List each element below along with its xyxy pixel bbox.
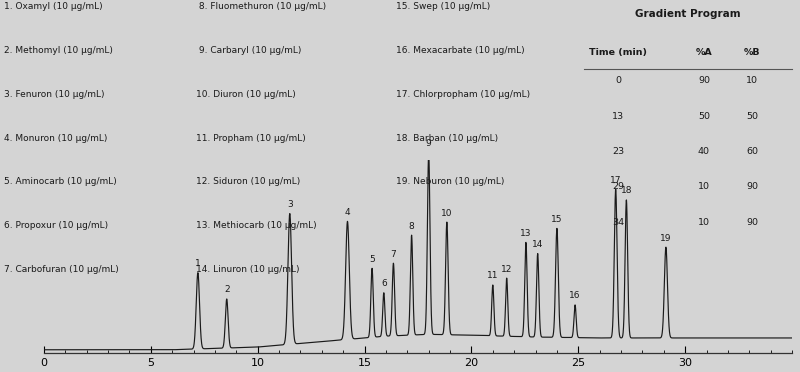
- Text: 4: 4: [345, 208, 350, 217]
- Text: 14. Linuron (10 µg/mL): 14. Linuron (10 µg/mL): [196, 265, 299, 274]
- Text: 8: 8: [409, 222, 414, 231]
- Text: 10. Diuron (10 µg/mL): 10. Diuron (10 µg/mL): [196, 90, 296, 99]
- Text: 17. Chlorpropham (10 µg/mL): 17. Chlorpropham (10 µg/mL): [396, 90, 530, 99]
- Text: 16: 16: [570, 291, 581, 300]
- Text: 10: 10: [441, 209, 453, 218]
- Text: 17: 17: [610, 176, 622, 185]
- Text: 19. Neburon (10 µg/mL): 19. Neburon (10 µg/mL): [396, 177, 504, 186]
- Text: 29: 29: [613, 182, 624, 191]
- Text: 18: 18: [621, 186, 632, 195]
- Text: 18. Barban (10 µg/mL): 18. Barban (10 µg/mL): [396, 134, 498, 142]
- Text: 12. Siduron (10 µg/mL): 12. Siduron (10 µg/mL): [196, 177, 300, 186]
- Text: 13: 13: [612, 112, 625, 121]
- Text: 1. Oxamyl (10 µg/mL): 1. Oxamyl (10 µg/mL): [4, 2, 102, 11]
- Text: 13. Methiocarb (10 µg/mL): 13. Methiocarb (10 µg/mL): [196, 221, 317, 230]
- Text: 23: 23: [612, 147, 625, 156]
- Text: %B: %B: [744, 48, 760, 57]
- Text: 90: 90: [698, 76, 710, 85]
- Text: 10: 10: [698, 218, 710, 227]
- Text: 50: 50: [698, 112, 710, 121]
- Text: 16. Mexacarbate (10 µg/mL): 16. Mexacarbate (10 µg/mL): [396, 46, 525, 55]
- Text: 0: 0: [615, 76, 622, 85]
- Text: 15: 15: [551, 215, 562, 224]
- Text: 11: 11: [487, 272, 498, 280]
- Text: 1: 1: [195, 259, 201, 268]
- Text: 90: 90: [746, 218, 758, 227]
- Text: 90: 90: [746, 182, 758, 191]
- Text: 5: 5: [369, 255, 375, 264]
- Text: 50: 50: [746, 112, 758, 121]
- Text: 2: 2: [224, 285, 230, 295]
- Text: Time (min): Time (min): [590, 48, 647, 57]
- Text: 40: 40: [698, 147, 710, 156]
- Text: 10: 10: [698, 182, 710, 191]
- Text: 3: 3: [287, 200, 293, 209]
- Text: 5. Aminocarb (10 µg/mL): 5. Aminocarb (10 µg/mL): [4, 177, 117, 186]
- Text: %A: %A: [696, 48, 712, 57]
- Text: 6. Propoxur (10 µg/mL): 6. Propoxur (10 µg/mL): [4, 221, 108, 230]
- Text: 15. Swep (10 µg/mL): 15. Swep (10 µg/mL): [396, 2, 490, 11]
- Text: 7: 7: [390, 250, 396, 259]
- Text: 7. Carbofuran (10 µg/mL): 7. Carbofuran (10 µg/mL): [4, 265, 118, 274]
- Text: 34: 34: [612, 218, 625, 227]
- Text: 3. Fenuron (10 µg/mL): 3. Fenuron (10 µg/mL): [4, 90, 105, 99]
- Text: 14: 14: [532, 240, 543, 249]
- Text: Gradient Program: Gradient Program: [635, 9, 741, 19]
- Text: 11. Propham (10 µg/mL): 11. Propham (10 µg/mL): [196, 134, 306, 142]
- Text: 6: 6: [381, 279, 386, 288]
- Text: 60: 60: [746, 147, 758, 156]
- Text: 2. Methomyl (10 µg/mL): 2. Methomyl (10 µg/mL): [4, 46, 113, 55]
- Text: 10: 10: [746, 76, 758, 85]
- Text: 4. Monuron (10 µg/mL): 4. Monuron (10 µg/mL): [4, 134, 107, 142]
- Text: 13: 13: [520, 229, 532, 238]
- Text: 8. Fluomethuron (10 µg/mL): 8. Fluomethuron (10 µg/mL): [196, 2, 326, 11]
- Text: 9: 9: [426, 139, 431, 148]
- Text: 9. Carbaryl (10 µg/mL): 9. Carbaryl (10 µg/mL): [196, 46, 302, 55]
- Text: 12: 12: [501, 264, 512, 273]
- Text: 19: 19: [660, 234, 672, 243]
